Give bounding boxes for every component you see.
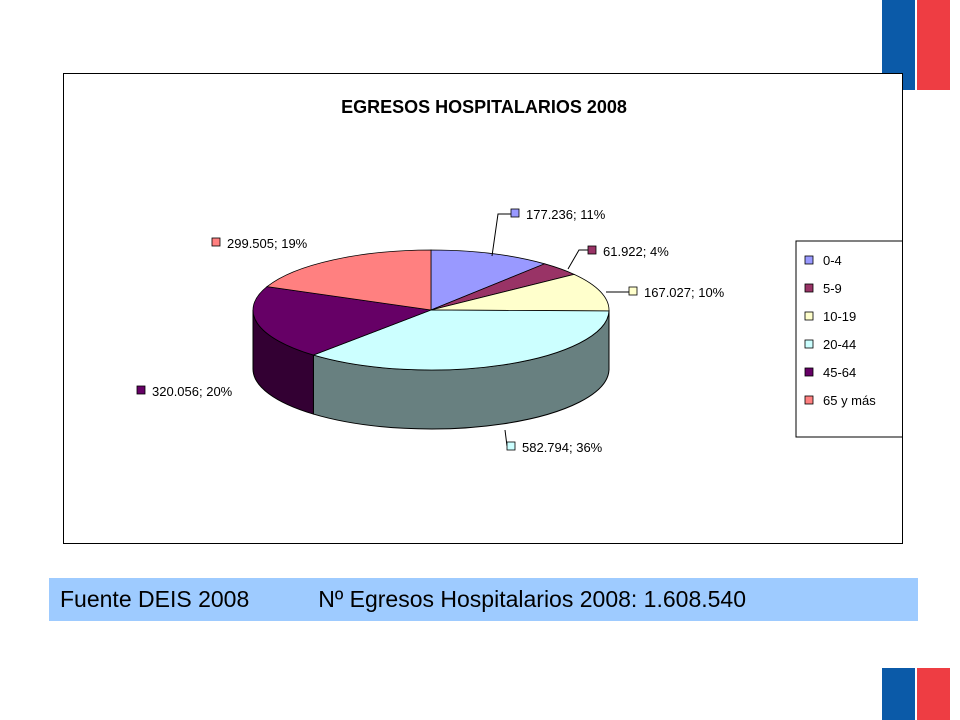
legend-swatch-3 <box>804 339 814 349</box>
legend-label-1: 5-9 <box>823 281 842 296</box>
source-text: Fuente DEIS 2008 <box>60 586 250 612</box>
data-label-swatch-4 <box>136 385 146 395</box>
legend-box <box>795 240 902 438</box>
data-label-swatch-3 <box>506 441 516 451</box>
legend: 0-4 5-9 10-19 20-44 45-64 65 y más <box>804 253 876 408</box>
pie-slice-3 <box>312 309 610 371</box>
legend-swatch-0 <box>804 255 814 265</box>
data-label-2: 167.027; 10% <box>644 285 725 300</box>
legend-label-5: 65 y más <box>823 393 876 408</box>
source-footer: Fuente DEIS 2008 Nº Egresos Hospitalario… <box>49 578 918 621</box>
pie-slice-0 <box>430 249 546 311</box>
legend-label-2: 10-19 <box>823 309 856 324</box>
data-label-0: 177.236; 11% <box>526 207 606 222</box>
leader-line-1 <box>567 249 588 270</box>
legend-swatch-2 <box>804 311 814 321</box>
pie-chart: EGRESOS HOSPITALARIOS 2008 177.236; 11% 6… <box>136 97 902 455</box>
chart-frame: EGRESOS HOSPITALARIOS 2008 177.236; 11% 6… <box>63 73 903 544</box>
data-label-5: 299.505; 19% <box>227 236 308 251</box>
data-label-1: 61.922; 4% <box>603 244 669 259</box>
leader-line-0 <box>491 213 511 257</box>
legend-label-0: 0-4 <box>823 253 842 268</box>
legend-swatch-5 <box>804 395 814 405</box>
pie-slice-5 <box>266 249 432 311</box>
data-label-3: 582.794; 36% <box>522 440 603 455</box>
data-label-swatch-1 <box>587 245 597 255</box>
legend-label-4: 45-64 <box>823 365 856 380</box>
legend-label-3: 20-44 <box>823 337 856 352</box>
flag-decoration-bottom <box>882 668 950 720</box>
data-label-4: 320.056; 20% <box>152 384 233 399</box>
chart-title: EGRESOS HOSPITALARIOS 2008 <box>341 97 627 117</box>
legend-swatch-4 <box>804 367 814 377</box>
total-egresos-text: Nº Egresos Hospitalarios 2008: 1.608.540 <box>318 586 747 612</box>
data-label-swatch-0 <box>510 208 520 218</box>
data-label-swatch-2 <box>628 286 638 296</box>
pie-slice-2 <box>430 273 610 312</box>
data-label-swatch-5 <box>211 237 221 247</box>
legend-swatch-1 <box>804 283 814 293</box>
